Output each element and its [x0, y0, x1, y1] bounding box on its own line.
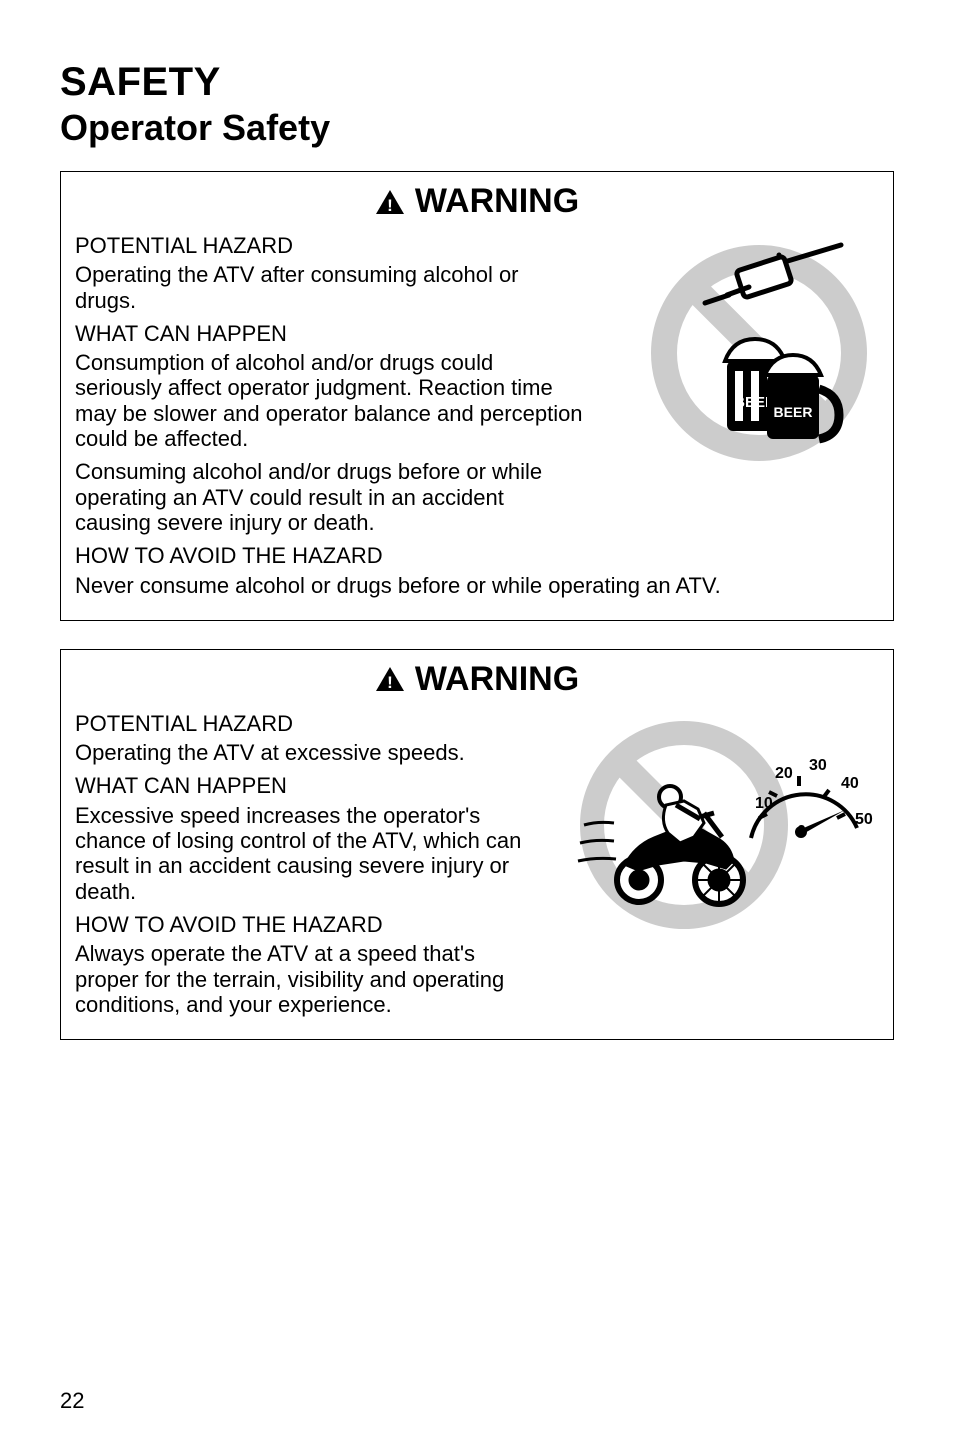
warning-body: POTENTIAL HAZARD Operating the ATV at ex…	[61, 705, 893, 1039]
page: SAFETY Operator Safety ! WARNING POTENTI…	[0, 0, 954, 1454]
svg-text:!: !	[387, 196, 393, 215]
beer-label-2: BEER	[774, 404, 813, 420]
page-number: 22	[60, 1388, 84, 1414]
warning-title-bar: ! WARNING	[61, 650, 893, 705]
potential-hazard-label: POTENTIAL HAZARD	[75, 711, 523, 736]
page-header: SAFETY Operator Safety	[60, 60, 894, 149]
page-subtitle: Operator Safety	[60, 107, 894, 149]
warning-title: ! WARNING	[375, 660, 579, 699]
svg-text:!: !	[387, 673, 393, 692]
warning-title-bar: ! WARNING	[61, 172, 893, 227]
warning-triangle-icon: !	[375, 666, 405, 692]
warning-text-column: POTENTIAL HAZARD Operating the ATV at ex…	[75, 705, 523, 1025]
no-excessive-speed-icon: 10 20 30 40 50 0	[544, 705, 874, 945]
what-can-happen-text-2: Consuming alcohol and/or drugs before or…	[75, 459, 583, 535]
warning-title-text: WARNING	[415, 660, 579, 699]
warning-illustration-column: BEER BEER	[599, 227, 879, 463]
warning-box-2: ! WARNING POTENTIAL HAZARD Operating the…	[60, 649, 894, 1040]
potential-hazard-label: POTENTIAL HAZARD	[75, 233, 583, 258]
speed-tick: 40	[841, 775, 859, 792]
what-can-happen-text-1: Excessive speed increases the operator's…	[75, 803, 523, 904]
what-can-happen-label: WHAT CAN HAPPEN	[75, 773, 523, 798]
warning-row: POTENTIAL HAZARD Operating the ATV after…	[75, 227, 879, 573]
speed-tick: 50	[855, 811, 873, 828]
speed-tick: 20	[775, 765, 793, 782]
warning-text-column: POTENTIAL HAZARD Operating the ATV after…	[75, 227, 583, 573]
warning-body: POTENTIAL HAZARD Operating the ATV after…	[61, 227, 893, 620]
warning-illustration-column: 10 20 30 40 50 0	[539, 705, 879, 945]
potential-hazard-text: Operating the ATV after consuming alcoho…	[75, 262, 583, 313]
how-to-avoid-label: HOW TO AVOID THE HAZARD	[75, 543, 583, 568]
warning-box-1: ! WARNING POTENTIAL HAZARD Operating the…	[60, 171, 894, 621]
how-to-avoid-text: Always operate the ATV at a speed that's…	[75, 941, 523, 1017]
warning-row: POTENTIAL HAZARD Operating the ATV at ex…	[75, 705, 879, 1025]
warning-title: ! WARNING	[375, 182, 579, 221]
speed-tick: 30	[809, 757, 827, 774]
warning-triangle-icon: !	[375, 189, 405, 215]
warning-title-text: WARNING	[415, 182, 579, 221]
speed-tick: 10	[755, 795, 773, 812]
page-title: SAFETY	[60, 60, 894, 105]
what-can-happen-text-1: Consumption of alcohol and/or drugs coul…	[75, 350, 583, 451]
no-alcohol-drugs-icon: BEER BEER	[609, 233, 869, 463]
what-can-happen-label: WHAT CAN HAPPEN	[75, 321, 583, 346]
how-to-avoid-text: Never consume alcohol or drugs before or…	[75, 573, 879, 598]
potential-hazard-text: Operating the ATV at excessive speeds.	[75, 740, 523, 765]
how-to-avoid-label: HOW TO AVOID THE HAZARD	[75, 912, 523, 937]
